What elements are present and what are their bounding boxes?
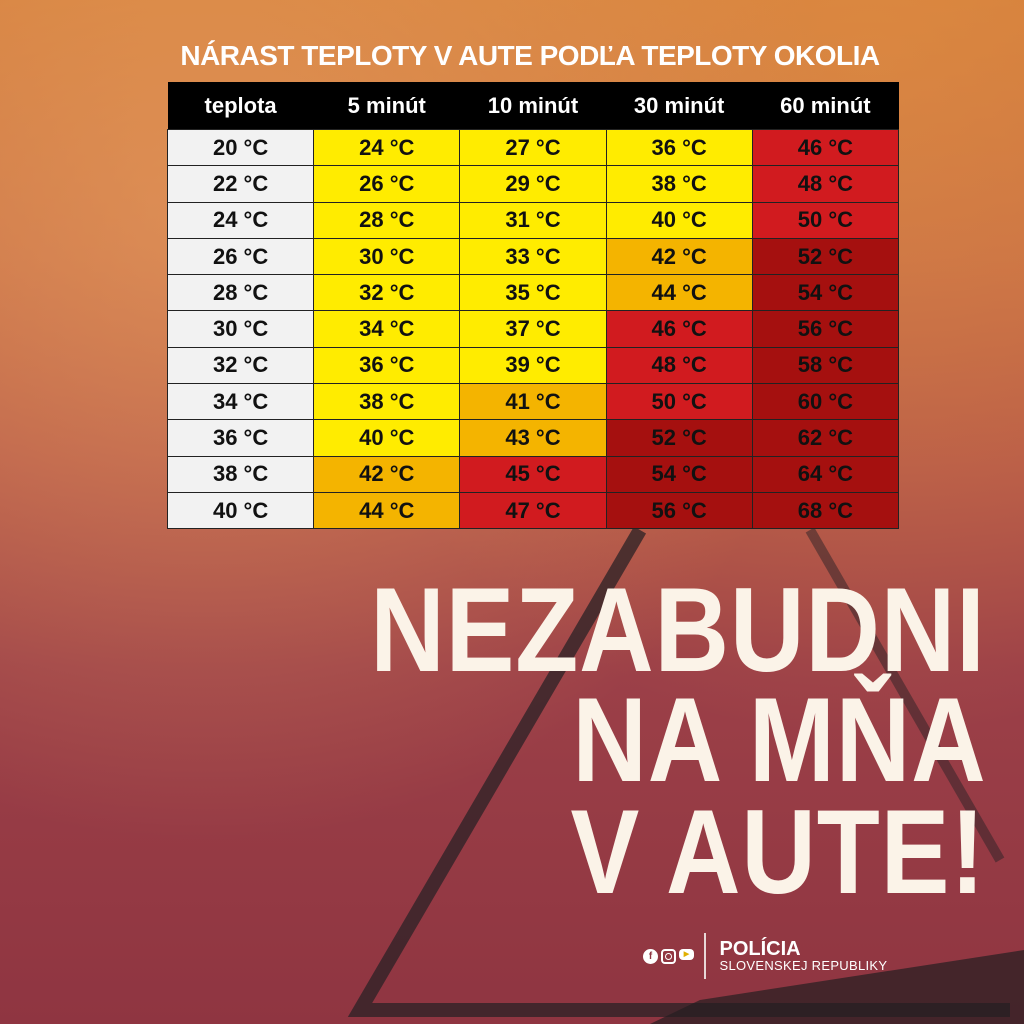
car-temp-cell: 60 °C bbox=[751, 383, 900, 421]
car-temp-cell: 40 °C bbox=[313, 419, 461, 457]
car-temp-cell: 56 °C bbox=[751, 310, 900, 348]
ambient-temp-cell: 22 °C bbox=[166, 165, 315, 203]
car-temp-cell: 64 °C bbox=[751, 455, 900, 493]
table-row: 36 °C 40 °C 43 °C 52 °C 62 °C bbox=[166, 419, 900, 457]
car-temp-cell: 35 °C bbox=[459, 274, 607, 312]
column-header: 60 minút bbox=[752, 82, 899, 130]
car-temp-cell: 29 °C bbox=[459, 165, 607, 203]
car-temp-cell: 40 °C bbox=[605, 201, 753, 239]
ambient-temp-cell: 40 °C bbox=[166, 491, 315, 530]
car-temp-cell: 28 °C bbox=[313, 201, 461, 239]
org-subtitle: SLOVENSKEJ REPUBLIKY bbox=[719, 958, 888, 973]
car-temp-cell: 48 °C bbox=[605, 346, 753, 385]
table-row: 30 °C 34 °C 37 °C 46 °C 56 °C bbox=[166, 310, 900, 348]
headline-line-2: NA MŇA bbox=[571, 673, 986, 807]
car-temp-cell: 50 °C bbox=[751, 201, 900, 239]
ambient-temp-cell: 26 °C bbox=[166, 237, 315, 276]
car-temp-cell: 54 °C bbox=[605, 455, 753, 493]
column-header: 30 minút bbox=[606, 82, 753, 130]
ambient-temp-cell: 30 °C bbox=[166, 310, 315, 348]
table-row: 24 °C 28 °C 31 °C 40 °C 50 °C bbox=[166, 201, 900, 239]
youtube-icon[interactable]: ▶ bbox=[679, 948, 694, 960]
car-temp-cell: 46 °C bbox=[751, 128, 900, 167]
headline-line-1: NEZABUDNI bbox=[370, 563, 986, 697]
ambient-temp-cell: 38 °C bbox=[166, 455, 315, 493]
car-temp-cell: 38 °C bbox=[313, 383, 461, 421]
car-temp-cell: 26 °C bbox=[313, 165, 461, 203]
car-temp-cell: 52 °C bbox=[605, 419, 753, 457]
temperature-table: teplota 5 minút 10 minút 30 minút 60 minút 2… bbox=[166, 82, 900, 530]
car-temp-cell: 48 °C bbox=[751, 165, 900, 203]
ambient-temp-cell: 32 °C bbox=[166, 346, 315, 385]
car-temp-cell: 68 °C bbox=[751, 491, 900, 530]
car-temp-cell: 33 °C bbox=[459, 237, 607, 276]
car-temp-cell: 42 °C bbox=[313, 455, 461, 493]
ambient-temp-cell: 28 °C bbox=[166, 274, 315, 312]
car-temp-cell: 27 °C bbox=[459, 128, 607, 167]
table-row: 28 °C 32 °C 35 °C 44 °C 54 °C bbox=[166, 274, 900, 312]
car-temp-cell: 44 °C bbox=[313, 491, 461, 530]
car-temp-cell: 44 °C bbox=[605, 274, 753, 312]
car-temp-cell: 47 °C bbox=[459, 491, 607, 530]
car-temp-cell: 24 °C bbox=[313, 128, 461, 167]
instagram-icon[interactable] bbox=[661, 948, 676, 964]
car-temp-cell: 41 °C bbox=[459, 383, 607, 421]
column-header: 5 minút bbox=[313, 82, 460, 130]
column-header: 10 minút bbox=[459, 82, 607, 130]
car-temp-cell: 58 °C bbox=[751, 346, 900, 385]
car-temp-cell: 32 °C bbox=[313, 274, 461, 312]
table-row: 32 °C 36 °C 39 °C 48 °C 58 °C bbox=[166, 346, 900, 385]
table-title: NÁRAST TEPLOTY V AUTE PODĽA TEPLOTY OKOL… bbox=[180, 40, 880, 71]
headline-line-3: V AUTE! bbox=[571, 785, 986, 919]
car-temp-cell: 54 °C bbox=[751, 274, 900, 312]
ambient-temp-cell: 24 °C bbox=[166, 201, 315, 239]
police-logo: f ▶ POLÍCIA SLOVENSKEJ REPUBLIKY bbox=[643, 933, 887, 979]
table-row: 20 °C 24 °C 27 °C 36 °C 46 °C bbox=[166, 128, 900, 167]
car-temp-cell: 34 °C bbox=[313, 310, 461, 348]
car-temp-cell: 42 °C bbox=[605, 237, 753, 276]
car-temp-cell: 56 °C bbox=[605, 491, 753, 530]
column-header: teplota bbox=[167, 82, 314, 130]
table-row: 38 °C 42 °C 45 °C 54 °C 64 °C bbox=[166, 455, 900, 493]
car-temp-cell: 50 °C bbox=[605, 383, 753, 421]
ambient-temp-cell: 36 °C bbox=[166, 419, 315, 457]
car-temp-cell: 52 °C bbox=[751, 237, 900, 276]
car-temp-cell: 45 °C bbox=[459, 455, 607, 493]
car-temp-cell: 30 °C bbox=[313, 237, 461, 276]
car-temp-cell: 31 °C bbox=[459, 201, 607, 239]
car-temp-cell: 39 °C bbox=[459, 346, 607, 385]
table-row: 26 °C 30 °C 33 °C 42 °C 52 °C bbox=[166, 237, 900, 276]
org-name: POLÍCIA bbox=[719, 938, 801, 960]
table-header-row: teplota 5 minút 10 minút 30 minút 60 minút bbox=[167, 82, 899, 130]
car-temp-cell: 38 °C bbox=[605, 165, 753, 203]
car-temp-cell: 36 °C bbox=[605, 128, 753, 167]
facebook-icon[interactable]: f bbox=[643, 948, 658, 964]
divider bbox=[704, 933, 706, 979]
ambient-temp-cell: 34 °C bbox=[166, 383, 315, 421]
table-row: 22 °C 26 °C 29 °C 38 °C 48 °C bbox=[166, 165, 900, 203]
car-temp-cell: 43 °C bbox=[459, 419, 607, 457]
car-temp-cell: 36 °C bbox=[313, 346, 461, 385]
car-temp-cell: 37 °C bbox=[459, 310, 607, 348]
table-row: 40 °C 44 °C 47 °C 56 °C 68 °C bbox=[166, 491, 900, 530]
car-temp-cell: 62 °C bbox=[751, 419, 900, 457]
car-temp-cell: 46 °C bbox=[605, 310, 753, 348]
table-row: 34 °C 38 °C 41 °C 50 °C 60 °C bbox=[166, 383, 900, 421]
ambient-temp-cell: 20 °C bbox=[166, 128, 315, 167]
